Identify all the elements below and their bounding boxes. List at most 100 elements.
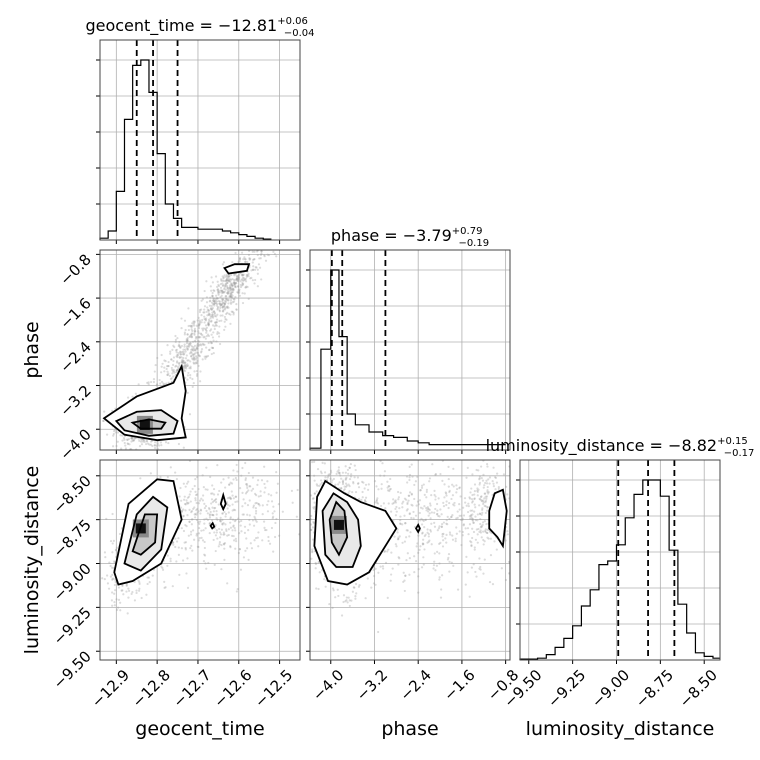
sample-point [386, 489, 390, 492]
sample-point [481, 521, 485, 524]
sample-point [437, 497, 440, 500]
sample-point [227, 306, 230, 309]
sample-point [444, 537, 447, 540]
sample-point [213, 300, 216, 303]
sample-point [237, 260, 240, 263]
sample-point [352, 480, 355, 484]
sample-point [423, 526, 426, 529]
sample-point [397, 563, 400, 566]
sample-point [230, 291, 234, 294]
sample-point [190, 334, 193, 337]
sample-point [172, 368, 175, 371]
sample-point [216, 297, 219, 300]
y-tick-label-luminosity_distance: −9.25 [50, 603, 95, 648]
sample-point [221, 300, 224, 303]
sample-point [474, 538, 477, 541]
sample-point [423, 548, 426, 551]
sample-point [180, 344, 184, 348]
sample-point [186, 364, 190, 367]
sample-point [175, 364, 178, 367]
sample-point [236, 279, 239, 283]
sample-point [217, 284, 221, 288]
sample-point [353, 464, 356, 467]
sample-point [213, 327, 216, 331]
sample-point [427, 535, 430, 538]
sample-point [211, 294, 214, 297]
sample-point [441, 479, 444, 482]
sample-point [432, 564, 436, 567]
x-tick-label-luminosity_distance: −8.50 [676, 666, 721, 711]
sample-point [209, 329, 212, 332]
sample-point [156, 442, 160, 445]
sample-point [126, 438, 129, 442]
sample-point [216, 493, 220, 496]
sample-point [259, 257, 262, 260]
sample-point [236, 285, 240, 288]
sample-point [497, 487, 500, 491]
sample-point [260, 252, 263, 256]
sample-point [226, 290, 230, 294]
sample-point [191, 348, 194, 352]
sample-point [186, 391, 189, 394]
sample-point [147, 442, 150, 445]
sample-point [185, 347, 189, 350]
sample-point [183, 319, 187, 322]
sample-point [196, 545, 199, 548]
sample-point [167, 441, 170, 445]
sample-point [175, 540, 179, 543]
sample-point [183, 541, 186, 544]
sample-point [382, 567, 385, 570]
sample-point [215, 318, 219, 321]
sample-point [206, 306, 209, 309]
sample-point [182, 356, 185, 360]
sample-point [110, 599, 113, 602]
sample-point [103, 410, 106, 413]
sample-point [185, 339, 188, 342]
sample-point [453, 504, 456, 507]
sample-point [179, 353, 182, 356]
sample-point [184, 546, 187, 550]
sample-point [230, 482, 234, 485]
sample-point [140, 596, 143, 600]
sample-point [439, 508, 442, 511]
sample-point [427, 508, 430, 511]
sample-point [187, 371, 190, 375]
sample-point [462, 524, 465, 527]
sample-point [201, 474, 204, 477]
sample-point [219, 536, 222, 539]
sample-point [470, 566, 474, 569]
sample-point [113, 561, 116, 564]
sample-point [361, 490, 364, 494]
sample-point [213, 311, 216, 314]
sample-point [186, 502, 189, 505]
sample-point [445, 492, 448, 495]
sample-point [354, 490, 358, 494]
sample-point [469, 509, 472, 512]
sample-point [314, 567, 317, 570]
sample-point [362, 481, 365, 484]
sample-point [495, 548, 498, 551]
sample-point [218, 309, 221, 312]
sample-point [478, 478, 481, 481]
sample-point [251, 519, 255, 522]
sample-point [267, 493, 270, 496]
sample-point [159, 475, 162, 479]
sample-point [237, 285, 240, 288]
sample-point [214, 323, 217, 326]
sample-point [403, 540, 407, 543]
sample-point [489, 537, 492, 540]
sample-point [171, 348, 174, 351]
sample-point [445, 533, 448, 537]
sample-point [260, 479, 264, 482]
sample-point [227, 275, 230, 278]
sample-point [396, 538, 400, 541]
sample-point [182, 348, 185, 351]
sample-point [413, 555, 416, 558]
sample-point [478, 567, 481, 570]
sample-point [204, 319, 208, 322]
sample-point [234, 537, 237, 540]
sample-point [421, 507, 424, 510]
sample-point [194, 493, 198, 497]
sample-point [408, 535, 411, 538]
sample-point [483, 497, 486, 500]
